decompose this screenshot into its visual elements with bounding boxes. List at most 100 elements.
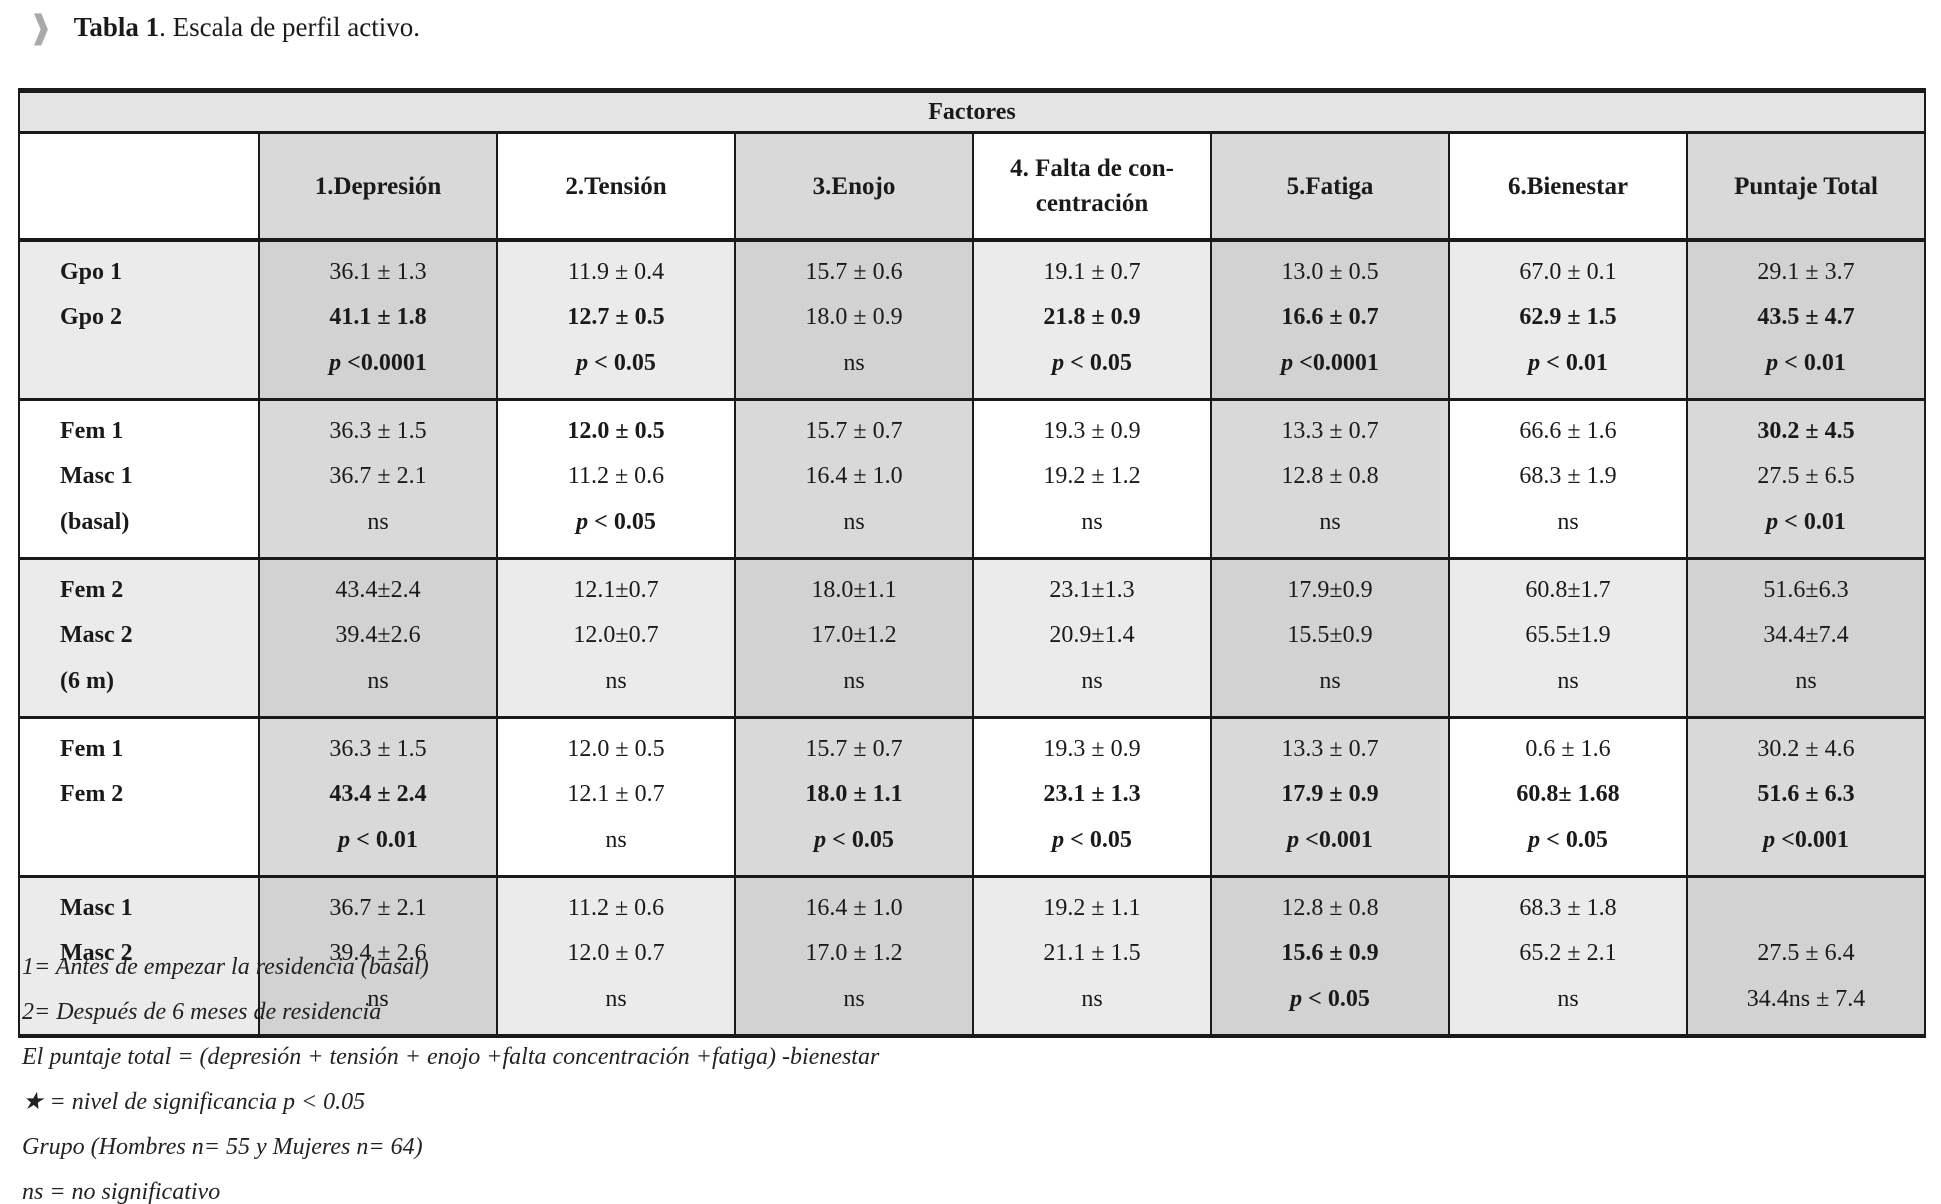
value-cell: ns: [1448, 657, 1687, 718]
value-cell: 39.4 ± 2.6: [258, 931, 497, 975]
value-cell: 13.3 ± 0.7: [1210, 398, 1449, 454]
value-cell: p <0.0001: [1210, 339, 1449, 400]
factores-span-header: Factores: [19, 90, 1926, 134]
value-cell: 18.0 ± 0.9: [734, 295, 973, 339]
value-cell: 15.5±0.9: [1210, 613, 1449, 657]
value-cell: ns: [734, 498, 973, 559]
row-label: Gpo 1: [19, 238, 259, 295]
value-cell: ns: [1448, 498, 1687, 559]
value-cell: p < 0.05: [496, 339, 735, 400]
column-header: 2.Tensión: [496, 132, 735, 240]
value-cell: 34.4±7.4: [1685, 613, 1926, 657]
value-cell: 12.1 ± 0.7: [496, 772, 735, 816]
column-header: 3.Enojo: [734, 132, 973, 240]
row-label: [19, 816, 259, 877]
table-row: Gpo 2 41.1 ± 1.8 12.7 ± 0.5 18.0 ± 0.9 21.8 …: [19, 295, 1926, 339]
value-cell: ns: [1685, 657, 1926, 718]
column-header: 5.Fatiga: [1210, 132, 1449, 240]
value-cell: ns: [972, 498, 1211, 559]
table-row: p <0.0001 p < 0.05 ns p < 0.05 p <0.0001 p < …: [19, 339, 1926, 400]
value-cell: 68.3 ± 1.8: [1448, 875, 1687, 931]
value-cell: ns: [972, 657, 1211, 718]
value-cell: 12.8 ± 0.8: [1210, 875, 1449, 931]
row-label: Masc 2: [19, 613, 259, 657]
value-cell: [1685, 875, 1926, 931]
value-cell: 19.2 ± 1.2: [972, 454, 1211, 498]
value-cell: ns: [734, 339, 973, 400]
value-cell: 15.7 ± 0.7: [734, 716, 973, 772]
value-cell: 12.7 ± 0.5: [496, 295, 735, 339]
footnote-line: ns = no significativo: [22, 1179, 221, 1204]
value-cell: 66.6 ± 1.6: [1448, 398, 1687, 454]
value-cell: 43.4±2.4: [258, 557, 497, 613]
value-cell: 0.6 ± 1.6: [1448, 716, 1687, 772]
value-cell: p < 0.05: [1448, 816, 1687, 877]
row-label: Masc 2: [19, 931, 259, 975]
caption-text: . Escala de perfil activo.: [159, 12, 420, 42]
value-cell: 65.2 ± 2.1: [1448, 931, 1687, 975]
value-cell: 30.2 ± 4.5: [1685, 398, 1926, 454]
footnote-line: 1= Antes de empezar la residencia (basal…: [22, 954, 429, 980]
table-row: Masc 2 39.4±2.6 12.0±0.7 17.0±1.2 20.9±1.4 15…: [19, 613, 1926, 657]
footnote-line: El puntaje total = (depresión + tensión …: [22, 1044, 880, 1070]
value-cell: p < 0.05: [972, 816, 1211, 877]
value-cell: ns: [972, 975, 1211, 1036]
column-header: 6.Bienestar: [1448, 132, 1687, 240]
value-cell: 11.9 ± 0.4: [496, 238, 735, 295]
value-cell: 19.3 ± 0.9: [972, 398, 1211, 454]
value-cell: 23.1±1.3: [972, 557, 1211, 613]
value-cell: 30.2 ± 4.6: [1685, 716, 1926, 772]
value-cell: 60.8± 1.68: [1448, 772, 1687, 816]
footnote-line: Grupo (Hombres n= 55 y Mujeres n= 64): [22, 1134, 423, 1160]
value-cell: 19.3 ± 0.9: [972, 716, 1211, 772]
value-cell: ns: [734, 975, 973, 1036]
value-cell: 16.6 ± 0.7: [1210, 295, 1449, 339]
value-cell: 17.9 ± 0.9: [1210, 772, 1449, 816]
value-cell: 21.8 ± 0.9: [972, 295, 1211, 339]
value-cell: 36.1 ± 1.3: [258, 238, 497, 295]
value-cell: 27.5 ± 6.4: [1685, 931, 1926, 975]
value-cell: 12.8 ± 0.8: [1210, 454, 1449, 498]
value-cell: ns: [734, 657, 973, 718]
caption-label: Tabla 1: [73, 12, 160, 42]
value-cell: 18.0 ± 1.1: [734, 772, 973, 816]
value-cell: 13.3 ± 0.7: [1210, 716, 1449, 772]
value-cell: p < 0.05: [972, 339, 1211, 400]
value-cell: 11.2 ± 0.6: [496, 454, 735, 498]
footnote-line: 2= Después de 6 meses de residencia: [22, 999, 382, 1025]
value-cell: 15.7 ± 0.6: [734, 238, 973, 295]
value-cell: p < 0.05: [496, 498, 735, 559]
value-cell: 36.7 ± 2.1: [258, 875, 497, 931]
table-row: p < 0.01 ns p < 0.05 p < 0.05 p <0.001 p < 0.…: [19, 816, 1926, 877]
value-cell: 11.2 ± 0.6: [496, 875, 735, 931]
value-cell: 51.6±6.3: [1685, 557, 1926, 613]
value-cell: 29.1 ± 3.7: [1685, 238, 1926, 295]
value-cell: p <0.001: [1210, 816, 1449, 877]
value-cell: 13.0 ± 0.5: [1210, 238, 1449, 295]
row-label: Fem 1: [19, 716, 259, 772]
table-row: (basal) ns p < 0.05 ns ns ns ns p < 0.01: [19, 498, 1926, 559]
value-cell: 19.1 ± 0.7: [972, 238, 1211, 295]
value-cell: p <0.0001: [258, 339, 497, 400]
value-cell: 34.4ns ± 7.4: [1685, 975, 1926, 1036]
value-cell: 19.2 ± 1.1: [972, 875, 1211, 931]
value-cell: 51.6 ± 6.3: [1685, 772, 1926, 816]
value-cell: 68.3 ± 1.9: [1448, 454, 1687, 498]
value-cell: 12.0 ± 0.7: [496, 931, 735, 975]
table-row: Gpo 1 36.1 ± 1.3 11.9 ± 0.4 15.7 ± 0.6 19.1 …: [19, 238, 1926, 295]
table-row: Masc 1 36.7 ± 2.1 11.2 ± 0.6 16.4 ± 1.0 19.2…: [19, 454, 1926, 498]
value-cell: 36.3 ± 1.5: [258, 398, 497, 454]
table-row: Fem 1 36.3 ± 1.5 12.0 ± 0.5 15.7 ± 0.7 19.3 …: [19, 398, 1926, 454]
value-cell: p < 0.05: [734, 816, 973, 877]
footnotes: 1= Antes de empezar la residencia (basal…: [22, 945, 879, 1204]
perfil-activo-table: Factores 1.Depresión 2.Tensión 3.Enojo 4. F…: [18, 88, 1927, 1038]
table-row: Masc 1 36.7 ± 2.1 11.2 ± 0.6 16.4 ± 1.0 19.2…: [19, 875, 1926, 931]
value-cell: ns: [258, 657, 497, 718]
value-cell: 12.0 ± 0.5: [496, 716, 735, 772]
value-cell: 60.8±1.7: [1448, 557, 1687, 613]
value-cell: p <0.001: [1685, 816, 1926, 877]
value-cell: 43.5 ± 4.7: [1685, 295, 1926, 339]
table-row: Fem 2 43.4 ± 2.4 12.1 ± 0.7 18.0 ± 1.1 23.1 …: [19, 772, 1926, 816]
value-cell: 12.0 ± 0.5: [496, 398, 735, 454]
